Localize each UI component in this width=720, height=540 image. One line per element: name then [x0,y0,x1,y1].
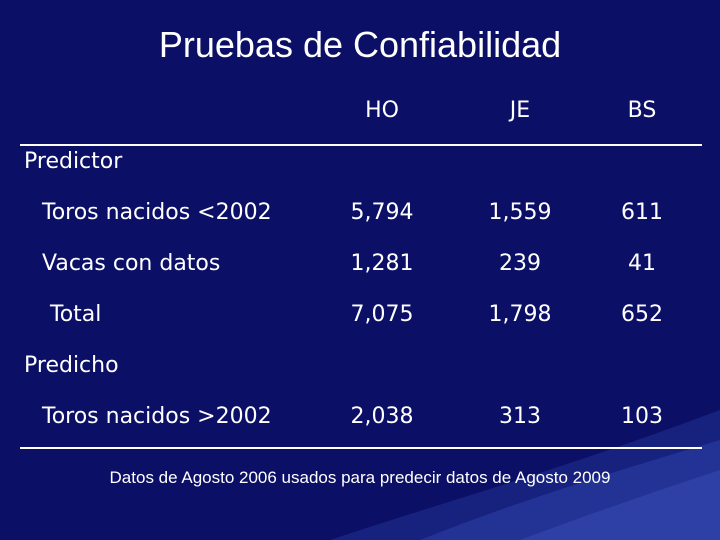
row-label: Total [50,302,102,327]
column-header-je: JE [509,98,531,123]
table-cell: 5,794 [350,200,414,225]
row-label: Toros nacidos <2002 [42,200,272,225]
table-cell: 2,038 [350,404,414,429]
table-cell: 1,559 [488,200,552,225]
column-header-bs: BS [627,98,657,123]
table-cell: 1,281 [350,251,414,276]
table-cell: 652 [621,302,663,327]
page-title: Pruebas de Confiabilidad [158,24,562,65]
table-cell: 7,075 [350,302,414,327]
table-cell: 611 [621,200,663,225]
table-cell: 313 [499,404,541,429]
table-rule-bottom [20,447,702,449]
table-cell: 41 [628,251,656,276]
row-label: Vacas con datos [42,251,221,276]
row-label: Toros nacidos >2002 [42,404,272,429]
table-cell: 1,798 [488,302,552,327]
footnote: Datos de Agosto 2006 usados para predeci… [109,468,611,487]
section-label-predicho: Predicho [24,353,119,378]
table-rule-top [20,144,702,146]
table-cell: 103 [621,404,663,429]
column-header-ho: HO [365,98,399,123]
section-label-predictor: Predictor [24,149,123,174]
table-cell: 239 [499,251,541,276]
